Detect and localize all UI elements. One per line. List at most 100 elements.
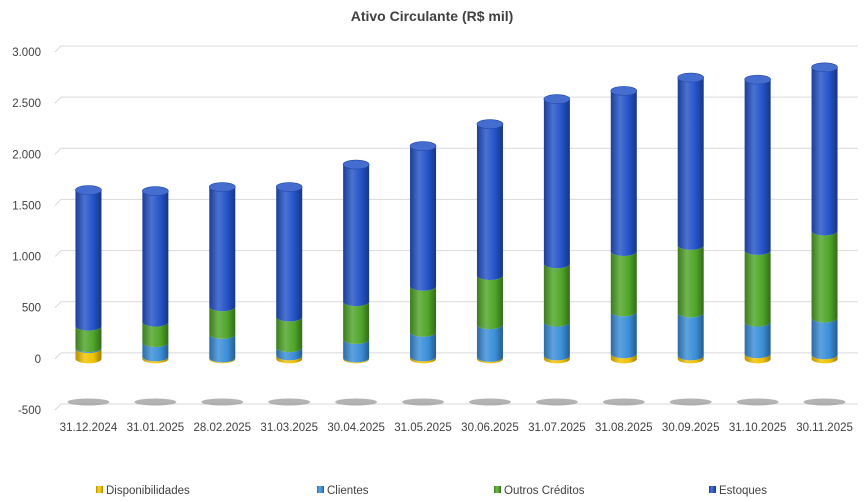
bar-segment-outros-créditos [543, 263, 570, 327]
x-axis: 31.12.2024 31.01.2025 28.02.2025 31.03.2025… [60, 422, 853, 434]
bar-stack [543, 94, 571, 364]
gridline-diag [54, 250, 62, 257]
bar-top-cap [811, 62, 838, 73]
legend: Disponibilidades Clientes Outros Créditos E… [96, 485, 767, 497]
bar-segment-outros-créditos [142, 322, 169, 347]
bar-segment-outros-créditos [610, 251, 637, 317]
x-tick-label: 31.08.2025 [595, 422, 653, 434]
bar-segment-estoques [276, 187, 303, 322]
floor-shadow [67, 398, 846, 406]
bar-segment-disponibilidades [209, 357, 236, 364]
x-tick-label: 31.05.2025 [394, 422, 452, 434]
bar-segment-clientes [677, 312, 704, 361]
bar-top-cap [208, 182, 236, 192]
bars [75, 62, 838, 364]
y-tick-label: 3.000 [12, 47, 41, 59]
bar-segment-disponibilidades [610, 353, 637, 364]
bar-segment-estoques [543, 99, 570, 269]
bar-segment-clientes [811, 317, 838, 360]
bar-segment-estoques [610, 90, 637, 256]
legend-swatch [96, 486, 103, 493]
bar-segment-clientes [75, 347, 102, 354]
legend-swatch [709, 486, 716, 493]
gridline-diag [54, 96, 62, 104]
bar-segment-disponibilidades [744, 353, 771, 364]
bar-segment-estoques [476, 124, 503, 280]
x-tick-label: 31.01.2025 [127, 422, 185, 434]
bar-segment-estoques [410, 146, 437, 291]
bar-segment-outros-créditos [476, 275, 503, 330]
bar-top-cap [75, 185, 102, 195]
gridline-diag [54, 147, 62, 155]
x-tick-label: 30.11.2025 [796, 422, 853, 434]
bar-segment-disponibilidades [677, 355, 704, 364]
bar-segment-clientes [610, 311, 637, 359]
bar-segment-disponibilidades [410, 356, 437, 364]
bar-segment-estoques [75, 190, 102, 331]
legend-item: Outros Créditos [494, 485, 585, 497]
bar-top-cap [677, 72, 705, 83]
bar-segment-outros-créditos [410, 286, 437, 337]
bar-segment-disponibilidades [276, 355, 303, 364]
floor-shadow-mark [67, 398, 110, 406]
bar-segment-estoques [677, 77, 704, 250]
y-tick-label: 2.000 [12, 149, 41, 161]
bar-segment-outros-créditos [209, 306, 236, 339]
bar-segment-outros-créditos [677, 245, 704, 318]
bar-stack [677, 72, 705, 364]
bar-stack [75, 185, 102, 364]
gridlines [54, 45, 858, 411]
bar-segment-clientes [476, 324, 503, 362]
bar-top-cap [744, 74, 771, 85]
bar-segment-outros-créditos [75, 326, 102, 353]
floor-shadow-mark [669, 398, 712, 406]
legend-item: Estoques [709, 485, 767, 497]
bar-segment-clientes [209, 334, 236, 363]
y-tick-label: 0 [35, 354, 41, 366]
bar-stack [342, 159, 370, 364]
gridline-diag [54, 199, 62, 206]
floor-shadow-mark [468, 398, 511, 406]
floor-shadow-mark [268, 398, 311, 406]
chart-title: Ativo Circulante (R$ mil) [351, 8, 514, 24]
bar-segment-disponibilidades [142, 356, 169, 364]
bar-segment-outros-créditos [276, 316, 303, 353]
x-tick-label: 30.09.2025 [662, 422, 720, 434]
bar-segment-estoques [209, 187, 236, 312]
bar-stack [275, 182, 303, 364]
bar-segment-clientes [410, 332, 437, 362]
bar-top-cap [342, 159, 370, 170]
bar-stack [476, 119, 504, 364]
bar-segment-clientes [142, 342, 169, 362]
y-tick-label: -500 [18, 405, 41, 417]
bar-top-cap [142, 186, 169, 196]
legend-item: Clientes [317, 485, 369, 497]
floor-shadow-mark [335, 398, 378, 406]
x-tick-label: 30.04.2025 [327, 422, 385, 434]
floor-shadow-mark [736, 398, 779, 406]
bar-segment-disponibilidades [811, 354, 838, 364]
bar-stack [744, 74, 771, 364]
bar-segment-disponibilidades [343, 357, 370, 364]
legend-swatch [494, 486, 501, 493]
bar-segment-disponibilidades [543, 355, 570, 364]
x-tick-label: 31.07.2025 [528, 422, 586, 434]
bar-stack [208, 182, 236, 364]
floor-shadow-mark [134, 398, 177, 406]
gridline-diag [54, 403, 62, 411]
bar-segment-outros-créditos [811, 231, 838, 323]
bar-top-cap [409, 141, 437, 151]
y-tick-label: 1.500 [12, 200, 41, 212]
bar-segment-estoques [343, 164, 370, 307]
gridline-diag [54, 301, 62, 309]
floor-shadow-mark [602, 398, 645, 406]
floor-shadow-mark [803, 398, 846, 406]
bar-stack [409, 141, 437, 364]
bar-stack [811, 62, 838, 364]
legend-label: Clientes [327, 485, 369, 497]
bar-segment-outros-créditos [343, 301, 370, 344]
bar-segment-estoques [744, 79, 771, 255]
bar-segment-disponibilidades [476, 357, 503, 364]
bar-top-cap [543, 94, 571, 104]
